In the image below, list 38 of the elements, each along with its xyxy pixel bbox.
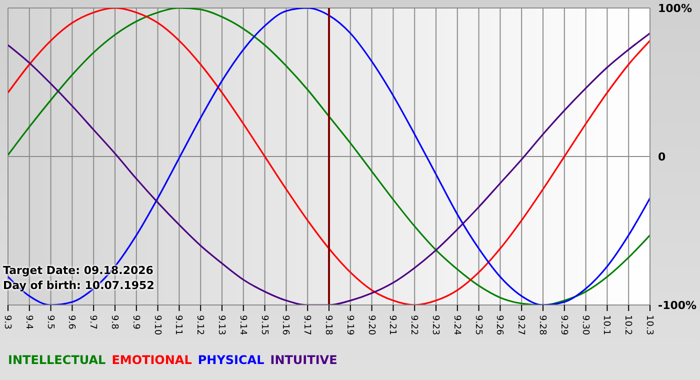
x-tick-label: 9.29	[558, 315, 568, 336]
x-tick-label: 9.18	[323, 315, 333, 336]
x-tick-label: 9.30	[580, 315, 590, 336]
x-tick-label: 9.23	[430, 315, 440, 336]
x-tick-label: 9.28	[537, 315, 547, 336]
x-tick-label: 9.20	[366, 315, 376, 336]
x-tick-label: 9.7	[88, 315, 98, 330]
y-tick-label: 0	[658, 150, 666, 164]
text: INTUITIVE	[270, 353, 338, 367]
x-tick-label: 9.26	[494, 315, 504, 336]
y-tick-label: 100%	[658, 2, 692, 15]
x-tick-label: 9.12	[194, 315, 205, 336]
x-tick-label: 9.27	[516, 315, 526, 336]
x-tick-label: 10.1	[601, 315, 612, 336]
x-tick-label: 9.6	[66, 315, 76, 330]
x-tick-label: 9.8	[109, 315, 119, 330]
x-tick-label: 10.2	[622, 315, 633, 336]
x-tick-label: 9.19	[344, 315, 354, 336]
x-tick-label: 9.10	[152, 315, 162, 336]
x-tick-label: 9.25	[472, 315, 483, 336]
x-tick-label: 9.14	[237, 315, 248, 336]
x-tick-label: 9.5	[44, 315, 55, 330]
y-tick-label: -100%	[658, 298, 697, 312]
x-tick-label: 9.15	[258, 315, 269, 336]
x-tick-label: 9.13	[216, 315, 226, 336]
x-tick-label: 9.21	[387, 315, 398, 336]
x-tick-label: 9.22	[408, 315, 419, 336]
x-tick-label: 9.11	[173, 315, 184, 336]
text: EMOTIONAL	[112, 353, 192, 367]
text: INTELLECTUAL	[8, 353, 106, 367]
x-tick-label: 9.17	[302, 315, 312, 336]
x-tick-label: 9.24	[451, 315, 462, 336]
text: PHYSICAL	[198, 353, 264, 367]
x-tick-label: 9.16	[280, 315, 290, 336]
x-tick-label: 9.4	[23, 315, 34, 330]
x-tick-label: 9.3	[2, 315, 12, 330]
x-tick-label: 9.9	[130, 315, 140, 330]
x-tick-label: 10.3	[644, 315, 654, 336]
